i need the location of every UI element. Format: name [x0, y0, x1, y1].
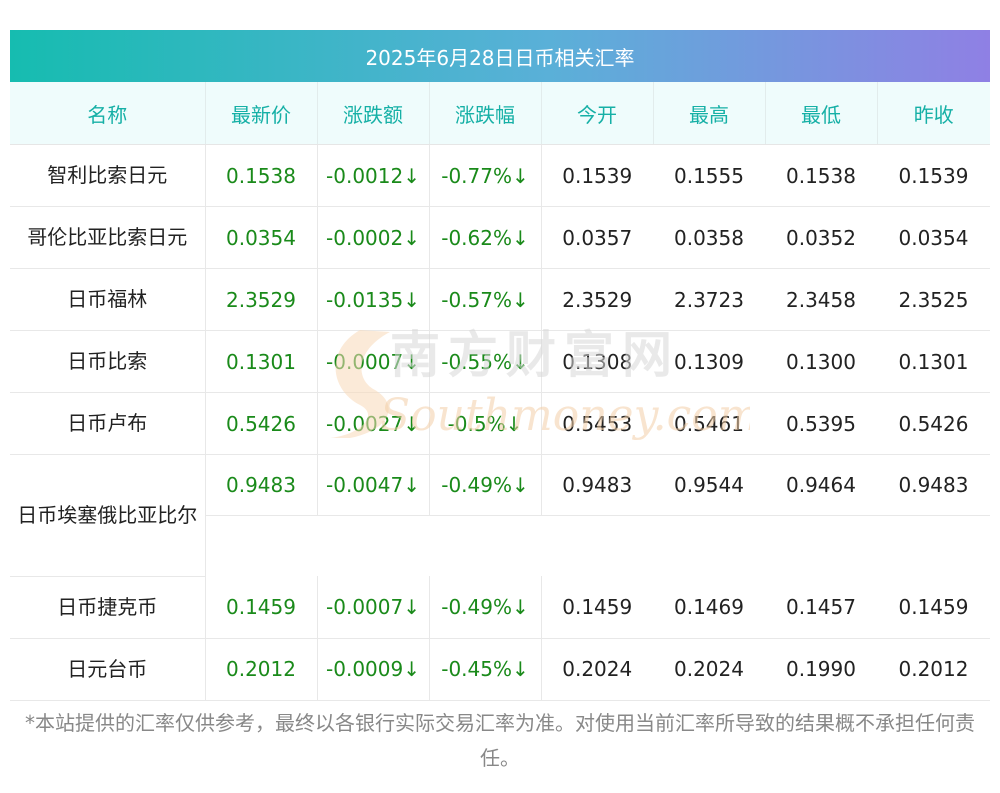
cell-latest: 0.1301 — [205, 330, 318, 393]
cell-prev: 0.1539 — [877, 144, 990, 207]
cell-pct: -0.5%↓ — [429, 392, 542, 455]
cell-low: 0.5395 — [765, 392, 877, 455]
header-name: 名称 — [10, 82, 206, 145]
cell-name: 日币比索 — [10, 330, 206, 393]
cell-high: 0.9544 — [653, 454, 765, 516]
header-latest: 最新价 — [205, 82, 318, 145]
header-low: 最低 — [765, 82, 878, 145]
cell-latest: 0.0354 — [205, 206, 318, 269]
cell-high: 0.0358 — [653, 206, 765, 269]
cell-name: 日币埃塞俄比亚比尔 — [10, 454, 206, 577]
table-title: 2025年6月28日日币相关汇率 — [10, 30, 990, 82]
cell-pct: -0.55%↓ — [429, 330, 542, 393]
table-header-row: 名称 最新价 涨跌额 涨跌幅 今开 最高 最低 昨收 — [10, 82, 990, 145]
cell-prev: 0.2012 — [877, 638, 990, 701]
cell-prev: 0.1459 — [877, 576, 990, 639]
cell-latest: 0.1538 — [205, 144, 318, 207]
cell-prev: 0.5426 — [877, 392, 990, 455]
cell-change: -0.0009↓ — [317, 638, 430, 701]
table-row: 哥伦比亚比索日元 0.0354 -0.0002↓ -0.62%↓ 0.0357 … — [10, 206, 990, 269]
table-row: 日币埃塞俄比亚比尔 0.9483 -0.0047↓ -0.49%↓ 0.9483… — [10, 454, 990, 577]
cell-low: 0.0352 — [765, 206, 877, 269]
cell-prev: 0.1301 — [877, 330, 990, 393]
rate-table: 名称 最新价 涨跌额 涨跌幅 今开 最高 最低 昨收 智利比索日元 0.1538… — [10, 82, 990, 701]
cell-pct: -0.62%↓ — [429, 206, 542, 269]
empty-cell — [205, 516, 990, 577]
table-row: 日币福林 2.3529 -0.0135↓ -0.57%↓ 2.3529 2.37… — [10, 268, 990, 331]
cell-change: -0.0002↓ — [317, 206, 430, 269]
header-open: 今开 — [541, 82, 654, 145]
cell-latest: 2.3529 — [205, 268, 318, 331]
header-high: 最高 — [653, 82, 766, 145]
cell-low: 0.9464 — [765, 454, 877, 516]
cell-high: 0.1309 — [653, 330, 765, 393]
cell-change: -0.0007↓ — [317, 330, 430, 393]
header-change: 涨跌额 — [317, 82, 430, 145]
header-pct: 涨跌幅 — [429, 82, 542, 145]
cell-open: 0.9483 — [541, 454, 653, 516]
cell-name: 智利比索日元 — [10, 144, 206, 207]
cell-high: 0.1555 — [653, 144, 765, 207]
table-row: 智利比索日元 0.1538 -0.0012↓ -0.77%↓ 0.1539 0.… — [10, 144, 990, 207]
cell-name: 日币福林 — [10, 268, 206, 331]
cell-prev: 0.0354 — [877, 206, 990, 269]
cell-pct: -0.49%↓ — [429, 576, 542, 639]
table-row: 日币卢布 0.5426 -0.0027↓ -0.5%↓ 0.5453 0.546… — [10, 392, 990, 455]
cell-change: -0.0027↓ — [317, 392, 430, 455]
cell-latest: 0.9483 — [205, 454, 318, 516]
cell-low: 2.3458 — [765, 268, 877, 331]
cell-latest: 0.5426 — [205, 392, 318, 455]
cell-low: 0.1990 — [765, 638, 877, 701]
table-row: 日币比索 0.1301 -0.0007↓ -0.55%↓ 0.1308 0.13… — [10, 330, 990, 393]
disclaimer-text: *本站提供的汇率仅供参考，最终以各银行实际交易汇率为准。对使用当前汇率所导致的结… — [25, 711, 975, 770]
cell-high: 0.1469 — [653, 576, 765, 639]
cell-change: -0.0007↓ — [317, 576, 430, 639]
cell-open: 0.0357 — [541, 206, 653, 269]
cell-change: -0.0012↓ — [317, 144, 430, 207]
cell-name: 日币捷克币 — [10, 575, 206, 639]
cell-latest: 0.1459 — [205, 576, 318, 639]
cell-low: 0.1538 — [765, 144, 877, 207]
cell-pct: -0.49%↓ — [429, 454, 542, 516]
cell-open: 0.1459 — [541, 576, 653, 639]
header-prev: 昨收 — [877, 82, 990, 145]
cell-open: 0.1308 — [541, 330, 653, 393]
cell-high: 0.2024 — [653, 638, 765, 701]
cell-pct: -0.45%↓ — [429, 638, 542, 701]
cell-open: 0.2024 — [541, 638, 653, 701]
cell-prev: 2.3525 — [877, 268, 990, 331]
cell-open: 0.1539 — [541, 144, 653, 207]
cell-open: 0.5453 — [541, 392, 653, 455]
table-row: 日币捷克币 0.1459 -0.0007↓ -0.49%↓ 0.1459 0.1… — [10, 575, 990, 639]
cell-change: -0.0135↓ — [317, 268, 430, 331]
cell-low: 0.1300 — [765, 330, 877, 393]
cell-pct: -0.57%↓ — [429, 268, 542, 331]
cell-latest: 0.2012 — [205, 638, 318, 701]
cell-name: 日币卢布 — [10, 392, 206, 455]
cell-change: -0.0047↓ — [317, 454, 430, 516]
cell-name: 日元台币 — [10, 638, 206, 701]
cell-pct: -0.77%↓ — [429, 144, 542, 207]
cell-low: 0.1457 — [765, 576, 877, 639]
cell-high: 2.3723 — [653, 268, 765, 331]
cell-name: 哥伦比亚比索日元 — [10, 206, 206, 269]
cell-open: 2.3529 — [541, 268, 653, 331]
rate-table-container: 2025年6月28日日币相关汇率 名称 最新价 涨跌额 涨跌幅 今开 最高 最低… — [10, 30, 990, 701]
table-row: 日元台币 0.2012 -0.0009↓ -0.45%↓ 0.2024 0.20… — [10, 638, 990, 701]
cell-prev: 0.9483 — [877, 454, 990, 516]
cell-high: 0.5461 — [653, 392, 765, 455]
